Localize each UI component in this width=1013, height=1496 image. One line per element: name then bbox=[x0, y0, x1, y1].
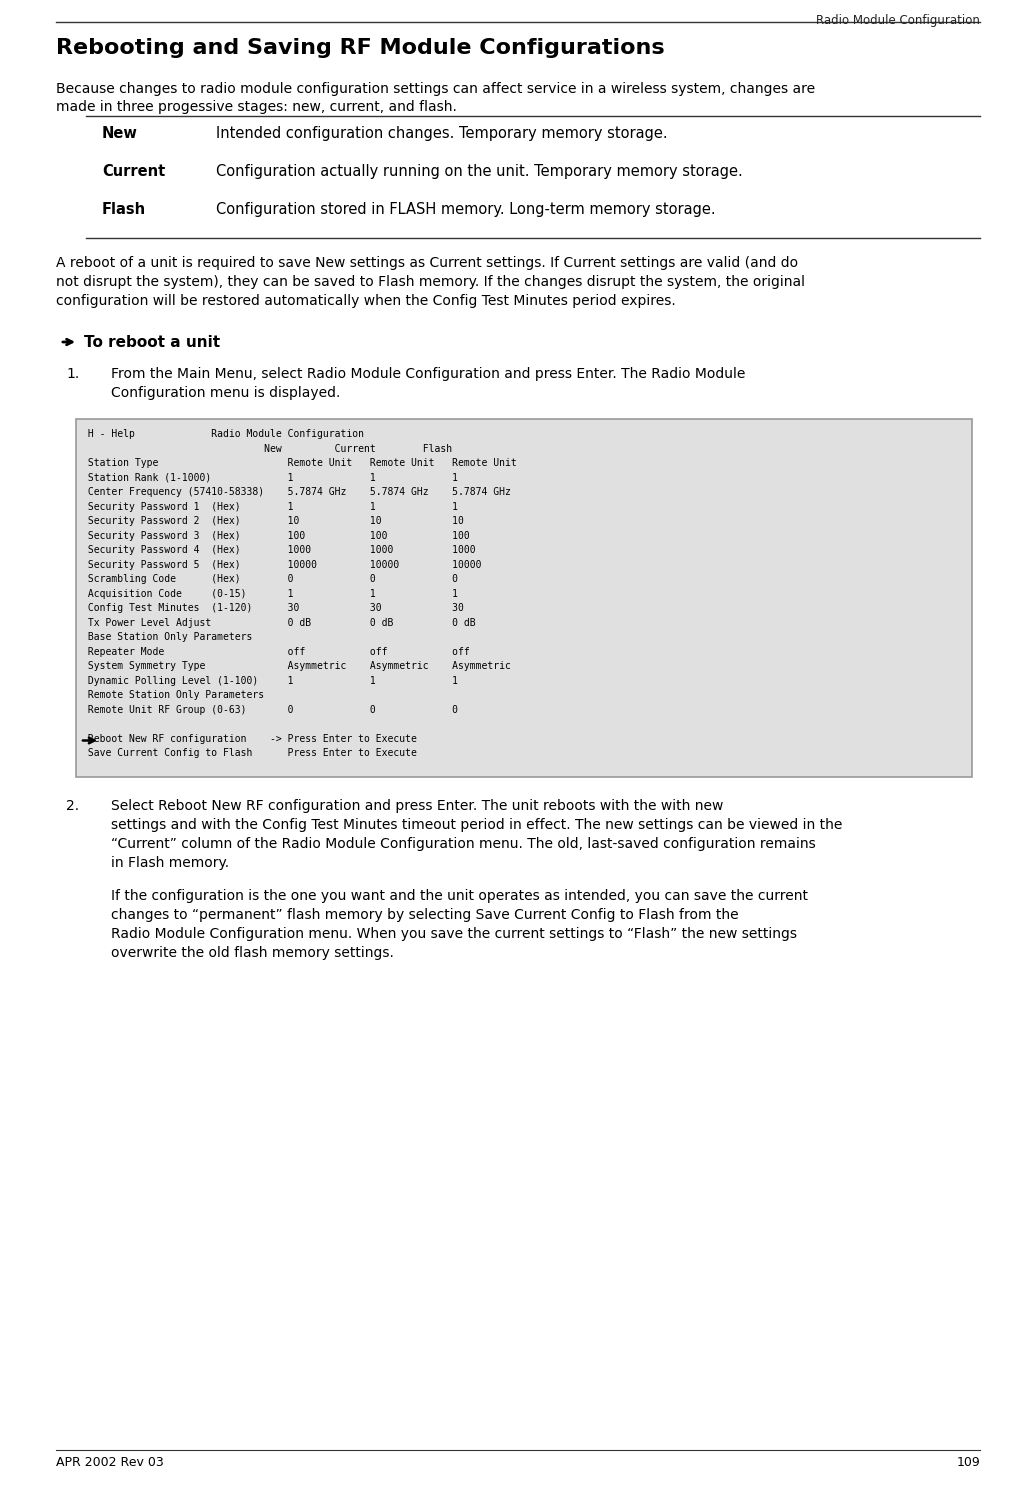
Text: Security Password 5  (Hex)        10000         10000         10000: Security Password 5 (Hex) 10000 10000 10… bbox=[82, 560, 481, 570]
Text: Radio Module Configuration menu. When you save the current settings to “Flash” t: Radio Module Configuration menu. When yo… bbox=[111, 926, 797, 941]
Text: Remote Station Only Parameters: Remote Station Only Parameters bbox=[82, 690, 264, 700]
Bar bbox=[76, 419, 972, 776]
Text: New         Current        Flash: New Current Flash bbox=[82, 443, 452, 453]
Text: Base Station Only Parameters: Base Station Only Parameters bbox=[82, 631, 252, 642]
Text: APR 2002 Rev 03: APR 2002 Rev 03 bbox=[56, 1456, 164, 1469]
Text: If the configuration is the one you want and the unit operates as intended, you : If the configuration is the one you want… bbox=[111, 889, 808, 902]
Text: Intended configuration changes. Temporary memory storage.: Intended configuration changes. Temporar… bbox=[216, 126, 668, 141]
Text: To reboot a unit: To reboot a unit bbox=[84, 335, 220, 350]
Text: System Symmetry Type              Asymmetric    Asymmetric    Asymmetric: System Symmetry Type Asymmetric Asymmetr… bbox=[82, 661, 511, 672]
Text: A reboot of a unit is required to save New settings as Current settings. If Curr: A reboot of a unit is required to save N… bbox=[56, 256, 798, 269]
Text: Config Test Minutes  (1-120)      30            30            30: Config Test Minutes (1-120) 30 30 30 bbox=[82, 603, 464, 613]
Text: Select Reboot New RF configuration and press Enter. The unit reboots with the wi: Select Reboot New RF configuration and p… bbox=[111, 799, 723, 812]
Text: Save Current Config to Flash      Press Enter to Execute: Save Current Config to Flash Press Enter… bbox=[82, 748, 417, 758]
Text: Configuration stored in FLASH memory. Long-term memory storage.: Configuration stored in FLASH memory. Lo… bbox=[216, 202, 715, 217]
Text: Center Frequency (57410-58338)    5.7874 GHz    5.7874 GHz    5.7874 GHz: Center Frequency (57410-58338) 5.7874 GH… bbox=[82, 488, 511, 497]
Text: From the Main Menu, select Radio Module Configuration and press Enter. The Radio: From the Main Menu, select Radio Module … bbox=[111, 367, 746, 381]
Text: H - Help             Radio Module Configuration: H - Help Radio Module Configuration bbox=[82, 429, 364, 438]
Text: overwrite the old flash memory settings.: overwrite the old flash memory settings. bbox=[111, 945, 394, 959]
Text: Security Password 1  (Hex)        1             1             1: Security Password 1 (Hex) 1 1 1 bbox=[82, 501, 458, 512]
Text: Remote Unit RF Group (0-63)       0             0             0: Remote Unit RF Group (0-63) 0 0 0 bbox=[82, 705, 458, 715]
Text: in Flash memory.: in Flash memory. bbox=[111, 856, 229, 869]
Text: configuration will be restored automatically when the Config Test Minutes period: configuration will be restored automatic… bbox=[56, 295, 676, 308]
Text: Station Rank (1-1000)             1             1             1: Station Rank (1-1000) 1 1 1 bbox=[82, 473, 458, 483]
Text: Rebooting and Saving RF Module Configurations: Rebooting and Saving RF Module Configura… bbox=[56, 37, 665, 58]
Text: Flash: Flash bbox=[102, 202, 146, 217]
Text: Repeater Mode                     off           off           off: Repeater Mode off off off bbox=[82, 646, 470, 657]
Text: Configuration actually running on the unit. Temporary memory storage.: Configuration actually running on the un… bbox=[216, 165, 743, 180]
Text: Scrambling Code      (Hex)        0             0             0: Scrambling Code (Hex) 0 0 0 bbox=[82, 574, 458, 583]
Text: Because changes to radio module configuration settings can affect service in a w: Because changes to radio module configur… bbox=[56, 82, 815, 96]
Text: “Current” column of the Radio Module Configuration menu. The old, last-saved con: “Current” column of the Radio Module Con… bbox=[111, 836, 815, 851]
Text: Reboot New RF configuration    -> Press Enter to Execute: Reboot New RF configuration -> Press Ent… bbox=[82, 733, 417, 744]
Text: Station Type                      Remote Unit   Remote Unit   Remote Unit: Station Type Remote Unit Remote Unit Rem… bbox=[82, 458, 517, 468]
Text: 1.: 1. bbox=[66, 367, 79, 381]
Text: New: New bbox=[102, 126, 138, 141]
Text: Configuration menu is displayed.: Configuration menu is displayed. bbox=[111, 386, 340, 399]
Text: Radio Module Configuration: Radio Module Configuration bbox=[816, 13, 980, 27]
Text: Security Password 2  (Hex)        10            10            10: Security Password 2 (Hex) 10 10 10 bbox=[82, 516, 464, 527]
Text: 2.: 2. bbox=[66, 799, 79, 812]
Text: not disrupt the system), they can be saved to Flash memory. If the changes disru: not disrupt the system), they can be sav… bbox=[56, 275, 805, 289]
Text: Acquisition Code     (0-15)       1             1             1: Acquisition Code (0-15) 1 1 1 bbox=[82, 588, 458, 598]
Text: Dynamic Polling Level (1-100)     1             1             1: Dynamic Polling Level (1-100) 1 1 1 bbox=[82, 676, 458, 685]
Text: Tx Power Level Adjust             0 dB          0 dB          0 dB: Tx Power Level Adjust 0 dB 0 dB 0 dB bbox=[82, 618, 476, 627]
Text: Security Password 4  (Hex)        1000          1000          1000: Security Password 4 (Hex) 1000 1000 1000 bbox=[82, 545, 476, 555]
Text: Security Password 3  (Hex)        100           100           100: Security Password 3 (Hex) 100 100 100 bbox=[82, 531, 470, 540]
Text: made in three progessive stages: new, current, and flash.: made in three progessive stages: new, cu… bbox=[56, 100, 457, 114]
Text: Current: Current bbox=[102, 165, 165, 180]
Text: changes to “permanent” flash memory by selecting Save Current Config to Flash fr: changes to “permanent” flash memory by s… bbox=[111, 908, 738, 922]
Text: 109: 109 bbox=[956, 1456, 980, 1469]
Text: settings and with the Config Test Minutes timeout period in effect. The new sett: settings and with the Config Test Minute… bbox=[111, 817, 843, 832]
